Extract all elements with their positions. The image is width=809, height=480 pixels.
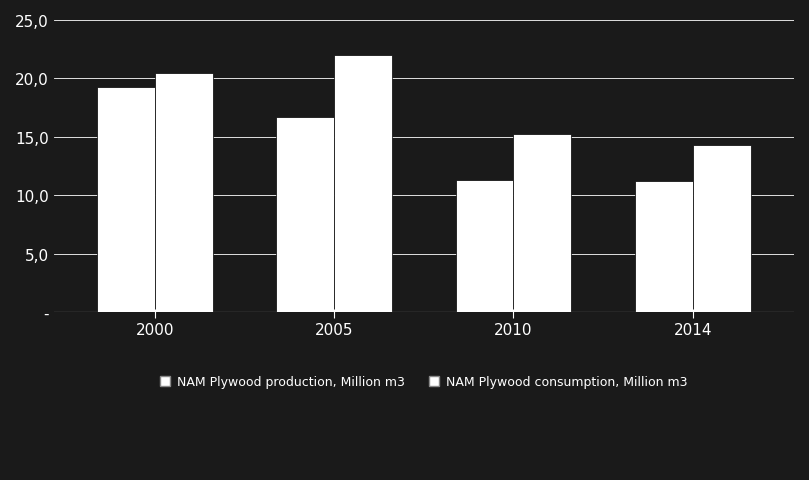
Bar <box>155 73 213 312</box>
Legend: NAM Plywood production, Million m3, NAM Plywood consumption, Million m3: NAM Plywood production, Million m3, NAM … <box>155 371 693 394</box>
Bar <box>277 118 334 312</box>
Bar <box>693 146 751 312</box>
Bar <box>334 56 392 312</box>
Bar <box>635 182 693 312</box>
Bar <box>514 135 571 312</box>
Bar <box>97 87 155 312</box>
Bar <box>455 180 514 312</box>
